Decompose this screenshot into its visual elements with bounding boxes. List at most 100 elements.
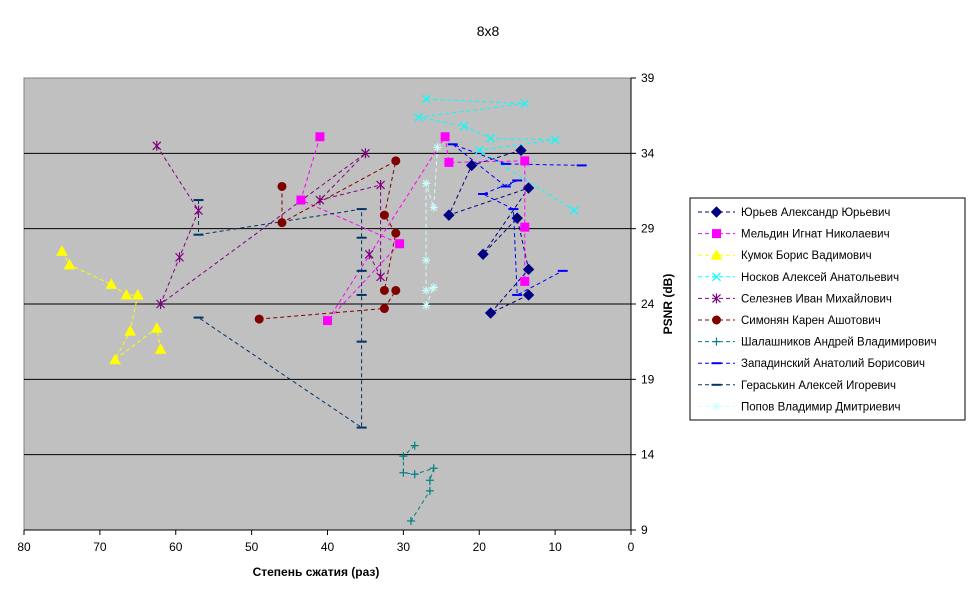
series-6-point-3 <box>410 470 419 479</box>
series-5-point-3 <box>379 210 389 220</box>
series-0-point-8 <box>522 289 535 301</box>
series-2-point-1 <box>63 258 76 270</box>
x-tick-label-1: 70 <box>93 540 107 554</box>
series-2-point-3 <box>120 288 133 300</box>
series-1-point-3 <box>323 316 332 326</box>
y-tick-label-1: 14 <box>641 448 655 462</box>
series-0-point-4 <box>477 248 489 260</box>
series-6-point-1 <box>399 452 408 461</box>
legend-label-9: Попов Владимир Дмитриевич <box>741 401 901 413</box>
series-line-3 <box>418 98 575 212</box>
series-4-point-4 <box>361 148 370 159</box>
series-4-point-7 <box>376 271 386 282</box>
legend-swatch-marker-5 <box>712 315 721 325</box>
series-9-point-0 <box>433 143 442 152</box>
legend-item-7: Западинский Анатолий Борисович <box>698 358 925 370</box>
legend-item-1: Мельдин Игнат Николаевич <box>698 229 890 241</box>
legend-item-9: Попов Владимир Дмитриевич <box>698 401 901 413</box>
legend-label-3: Носков Алексей Анатольевич <box>741 272 899 284</box>
series-2-point-0 <box>56 245 68 256</box>
series-2-point-7 <box>150 322 163 333</box>
legend-item-8: Гераськин Алексей Игоревич <box>698 380 896 392</box>
series-9-point-3 <box>422 256 431 265</box>
series-2-point-4 <box>131 288 144 300</box>
series-markers <box>56 94 587 525</box>
legend-label-4: Селезнев Иван Михайлович <box>741 293 892 305</box>
series-3-point-6 <box>474 145 484 155</box>
legend: Юрьев Александр Юрьевич Мельдин Игнат Ник… <box>698 206 937 413</box>
series-9-point-5 <box>429 283 438 292</box>
series-2-point-6 <box>109 353 121 365</box>
y-tick-label-2: 19 <box>641 372 655 386</box>
series-0-point-2 <box>443 209 455 221</box>
series-0-point-7 <box>484 307 497 319</box>
legend-label-5: Симонян Карен Ашотович <box>741 315 881 327</box>
series-1-point-7 <box>520 222 530 232</box>
series-0-point-3 <box>522 182 535 194</box>
series-6-point-2 <box>399 468 408 477</box>
series-1-point-5 <box>444 157 454 167</box>
series-1-point-6 <box>520 156 530 166</box>
legend-item-5: Симонян Карен Ашотович <box>698 315 881 327</box>
chart-title: 8x8 <box>477 23 500 39</box>
legend-swatch-marker-6 <box>712 337 721 346</box>
series-6-point-4 <box>429 464 438 473</box>
series-4-point-0 <box>152 140 162 151</box>
series-0-point-0 <box>515 144 527 157</box>
series-3-point-3 <box>459 121 469 131</box>
series-6-point-5 <box>425 476 434 485</box>
series-1-point-4 <box>440 132 450 142</box>
y-tick-label-5: 34 <box>641 146 655 160</box>
legend-swatch-marker-9 <box>712 402 721 411</box>
series-3-point-4 <box>486 133 496 143</box>
x-tick-label-4: 40 <box>321 540 335 554</box>
y-axis-title: PSNR (dB) <box>661 274 675 335</box>
legend-swatch-marker-0 <box>710 206 723 218</box>
series-6-point-0 <box>410 441 419 450</box>
y-tick-label-6: 39 <box>641 71 655 85</box>
series-0-point-5 <box>511 212 523 224</box>
x-tick-label-7: 10 <box>548 540 562 554</box>
y-tick-label-0: 9 <box>641 523 648 537</box>
legend-item-0: Юрьев Александр Юрьевич <box>698 206 890 219</box>
series-1-point-0 <box>315 132 325 142</box>
x-tick-label-6: 20 <box>473 540 487 554</box>
legend-label-1: Мельдин Игнат Николаевич <box>741 229 890 241</box>
series-5-point-8 <box>254 314 264 324</box>
series-9-point-2 <box>422 179 431 188</box>
series-line-4 <box>156 145 382 306</box>
series-2-point-5 <box>124 325 137 336</box>
legend-label-7: Западинский Анатолий Борисович <box>741 358 925 370</box>
series-5-point-5 <box>379 285 389 295</box>
legend-label-0: Юрьев Александр Юрьевич <box>741 207 890 219</box>
x-tick-label-5: 30 <box>397 540 411 554</box>
legend-swatch-marker-1 <box>712 229 721 239</box>
series-3-point-1 <box>520 99 530 109</box>
legend-swatch-marker-3 <box>712 272 721 282</box>
series-3-point-5 <box>550 135 560 145</box>
legend-item-3: Носков Алексей Анатольевич <box>698 272 899 284</box>
series-5-point-1 <box>277 218 287 228</box>
series-1-point-1 <box>296 195 306 205</box>
x-tick-label-2: 60 <box>169 540 183 554</box>
legend-box <box>689 197 966 421</box>
series-9-point-4 <box>422 286 431 295</box>
series-5-point-0 <box>277 181 287 191</box>
legend-swatch-marker-4 <box>712 293 721 304</box>
series-4-point-8 <box>364 249 374 260</box>
series-4-point-5 <box>315 195 325 206</box>
series-6-point-7 <box>406 516 415 525</box>
y-tick-label-4: 29 <box>641 222 655 236</box>
series-9-point-6 <box>422 301 431 310</box>
series-5-point-2 <box>391 156 401 166</box>
x-tick-label-0: 80 <box>17 540 31 554</box>
series-2-point-8 <box>154 343 167 354</box>
series-6-point-6 <box>425 486 434 495</box>
x-axis-title: Степень сжатия (раз) <box>253 565 380 579</box>
legend-item-2: Кумок Борис Вадимович <box>698 249 872 262</box>
series-0-point-6 <box>522 263 535 276</box>
series-4-point-1 <box>194 205 203 216</box>
series-5-point-6 <box>391 285 401 295</box>
series-4-point-2 <box>175 252 184 263</box>
